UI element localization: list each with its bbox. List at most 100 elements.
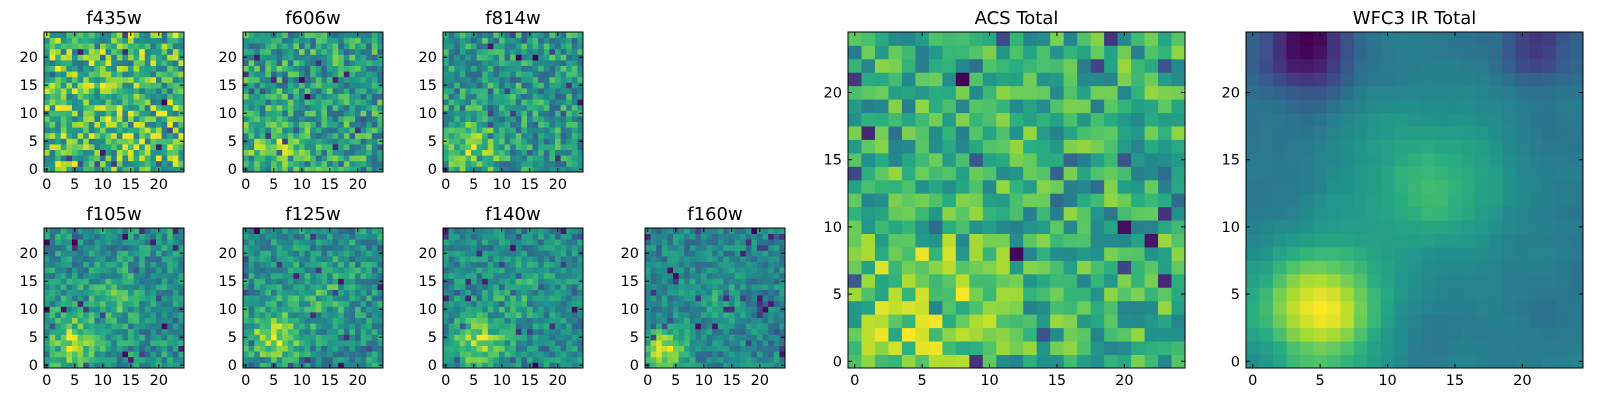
- heatmap-cell: [515, 166, 522, 173]
- heatmap-cell: [282, 306, 289, 313]
- heatmap-cell: [88, 93, 95, 100]
- heatmap-cell: [459, 32, 466, 38]
- heatmap-cell: [83, 127, 90, 134]
- heatmap-cell: [928, 287, 943, 302]
- heatmap-cell: [549, 244, 556, 251]
- heatmap-cell: [504, 132, 511, 139]
- heatmap-cell: [465, 65, 472, 72]
- heatmap-cell: [144, 116, 151, 122]
- heatmap-cell: [304, 76, 311, 83]
- heatmap-cell: [304, 99, 311, 106]
- heatmap-cell: [133, 132, 140, 139]
- heatmap-cell: [717, 351, 724, 358]
- y-tick-label: 0: [29, 162, 38, 178]
- heatmap-cell: [88, 110, 95, 117]
- heatmap-cell: [161, 54, 168, 61]
- heatmap-cell: [848, 247, 862, 261]
- heatmap-cell: [248, 228, 255, 234]
- heatmap-cell: [740, 228, 747, 234]
- heatmap-cell: [66, 233, 73, 240]
- heatmap-cell: [555, 256, 561, 262]
- heatmap-cell: [510, 116, 517, 122]
- heatmap-cell: [717, 233, 724, 240]
- heatmap-cell: [471, 76, 477, 83]
- heatmap-cell: [543, 345, 550, 352]
- heatmap-cell: [861, 314, 876, 329]
- heatmap-cell: [299, 149, 305, 156]
- heatmap-cell: [360, 306, 367, 313]
- heatmap-cell: [105, 88, 112, 94]
- heatmap-cell: [521, 289, 528, 296]
- heatmap-cell: [299, 127, 305, 134]
- heatmap-cell: [287, 334, 294, 341]
- heatmap-cell: [723, 340, 730, 346]
- heatmap-cell: [315, 300, 322, 307]
- heatmap-cell: [515, 239, 522, 246]
- heatmap-cell: [178, 76, 185, 83]
- heatmap-cell: [493, 54, 500, 61]
- heatmap-cell: [504, 228, 511, 234]
- heatmap-cell: [161, 323, 168, 330]
- heatmap-cell: [133, 166, 140, 173]
- heatmap-cell: [745, 312, 752, 318]
- heatmap-cell: [66, 155, 73, 162]
- heatmap-cell: [650, 323, 657, 330]
- heatmap-cell: [371, 149, 378, 156]
- heatmap-cell: [276, 323, 283, 330]
- heatmap-cell: [566, 362, 573, 369]
- heatmap-cell: [555, 60, 561, 66]
- heatmap-cell: [915, 327, 930, 342]
- heatmap-cell: [521, 132, 528, 139]
- heatmap-cell: [128, 250, 134, 257]
- heatmap-cell: [1144, 220, 1159, 234]
- heatmap-cell: [915, 233, 930, 248]
- heatmap-cell: [100, 93, 106, 100]
- heatmap-cell: [667, 356, 674, 363]
- heatmap-cell: [712, 244, 719, 251]
- heatmap-cell: [538, 300, 545, 307]
- heatmap-cell: [504, 244, 511, 251]
- heatmap-cell: [44, 48, 50, 55]
- heatmap-cell: [293, 334, 300, 341]
- heatmap-cell: [248, 82, 255, 89]
- heatmap-cell: [265, 132, 272, 139]
- heatmap-cell: [161, 43, 168, 50]
- heatmap-cell: [321, 351, 328, 358]
- heatmap-cell: [723, 356, 730, 363]
- heatmap-cell: [94, 149, 101, 156]
- heatmap-cell: [532, 54, 539, 61]
- heatmap-cell: [888, 220, 903, 234]
- heatmap-cell: [116, 239, 123, 246]
- heatmap-cell: [49, 149, 56, 156]
- heatmap-cell: [532, 43, 539, 50]
- heatmap-cell: [366, 48, 373, 55]
- heatmap-cell: [276, 160, 283, 167]
- heatmap-cell: [729, 328, 735, 335]
- heatmap-cell: [487, 250, 494, 257]
- heatmap-cell: [144, 261, 151, 268]
- heatmap-cell: [712, 351, 719, 358]
- heatmap-cell: [510, 54, 517, 61]
- heatmap-cell: [49, 37, 56, 44]
- heatmap-cell: [60, 54, 67, 61]
- heatmap-cell: [259, 317, 266, 324]
- heatmap-cell: [577, 99, 584, 106]
- heatmap-cell: [571, 110, 578, 117]
- heatmap-cell: [504, 93, 511, 100]
- heatmap-cell: [349, 328, 356, 335]
- heatmap-cell: [1117, 179, 1132, 194]
- heatmap-cell: [254, 116, 261, 122]
- heatmap-cell: [150, 300, 157, 307]
- heatmap-cell: [689, 356, 696, 363]
- heatmap-cell: [360, 116, 367, 122]
- heatmap-cell: [527, 132, 533, 139]
- heatmap-cell: [122, 239, 129, 246]
- heatmap-cell: [1104, 233, 1118, 248]
- heatmap-cell: [982, 273, 997, 288]
- heatmap-cell: [144, 362, 151, 369]
- heatmap-cell: [299, 300, 305, 307]
- heatmap-cell: [448, 362, 455, 369]
- heatmap-cell: [723, 362, 730, 369]
- heatmap-cell: [577, 289, 584, 296]
- heatmap-cell: [88, 278, 95, 285]
